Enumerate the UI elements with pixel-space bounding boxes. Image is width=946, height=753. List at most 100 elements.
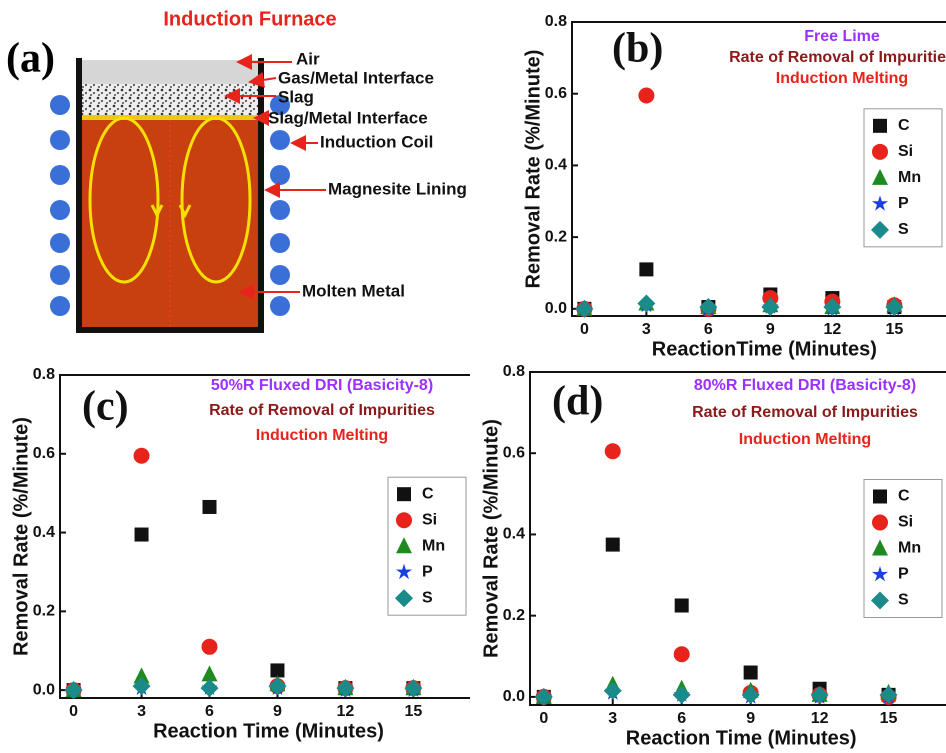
panel-label: (d): [552, 379, 603, 425]
y-tick-label: 0.6: [503, 444, 525, 461]
annotation: Induction Melting: [739, 431, 871, 448]
x-tick-label: 15: [404, 703, 422, 720]
legend-marker: [872, 144, 888, 160]
legend-marker: [397, 487, 411, 501]
x-tick-label: 6: [677, 710, 686, 727]
panel-label: (b): [612, 26, 663, 72]
legend-label: S: [898, 221, 909, 238]
legend-label: P: [898, 195, 909, 212]
marker-diamond: [201, 679, 219, 697]
y-tick-label: 0.0: [545, 300, 567, 317]
x-tick-label: 3: [608, 710, 617, 727]
air-zone: [80, 60, 260, 84]
marker-circle: [605, 443, 621, 459]
annotation: Induction Melting: [776, 70, 908, 87]
x-tick-label: 0: [69, 703, 78, 720]
x-tick-label: 3: [137, 703, 146, 720]
legend-label: Mn: [898, 169, 921, 186]
marker-circle: [638, 88, 654, 104]
diagram-title: Induction Furnace: [163, 8, 336, 30]
annotation: 50%R Fluxed DRI (Basicity-8): [211, 377, 433, 394]
x-tick-label: 12: [811, 710, 829, 727]
slag-zone: [80, 84, 260, 115]
marker-diamond: [133, 677, 151, 695]
x-tick-label: 9: [273, 703, 282, 720]
y-tick-label: 0.8: [33, 366, 55, 383]
x-tick-label: 12: [337, 703, 355, 720]
legend-label: S: [898, 592, 909, 609]
x-tick-label: 6: [205, 703, 214, 720]
annotation: Rate of Removal of Impurities: [729, 49, 946, 66]
marker-circle: [674, 646, 690, 662]
legend-marker: [873, 489, 887, 503]
diagram-label: Magnesite Lining: [328, 179, 467, 198]
marker-diamond: [268, 677, 286, 695]
y-tick-label: 0.8: [545, 13, 567, 30]
y-tick-label: 0.6: [33, 445, 55, 462]
x-tick-label: 0: [539, 710, 548, 727]
diagram-label: Air: [296, 49, 320, 68]
marker-diamond: [604, 682, 622, 700]
interface: [80, 115, 260, 120]
diagram-label: Gas/Metal Interface: [278, 68, 434, 87]
x-tick-label: 15: [885, 321, 903, 338]
y-tick-label: 0.4: [545, 157, 567, 174]
legend-marker: [396, 512, 412, 528]
legend-label: C: [422, 485, 434, 502]
diagram-label: Slag/Metal Interface: [268, 108, 428, 127]
figure: Induction Furnace (a) Air Gas/Metal Inte…: [0, 0, 946, 753]
x-tick-label: 3: [642, 321, 651, 338]
y-tick-label: 0.0: [33, 681, 55, 698]
y-tick-label: 0.4: [33, 524, 55, 541]
legend-label: S: [422, 589, 433, 606]
annotation: Rate of Removal of Impurities: [692, 404, 918, 421]
diagram-label: Molten Metal: [302, 281, 405, 300]
y-tick-label: 0.2: [503, 607, 525, 624]
x-tick-label: 15: [880, 710, 898, 727]
y-tick-label: 0.2: [545, 228, 567, 245]
marker-square: [606, 538, 620, 552]
legend-label: Si: [898, 514, 913, 531]
annotation: 80%R Fluxed DRI (Basicity-8): [694, 377, 916, 394]
furnace-diagram: Induction Furnace (a) Air Gas/Metal Inte…: [6, 8, 467, 330]
y-tick-label: 0.8: [503, 363, 525, 380]
marker-square: [203, 500, 217, 514]
x-axis-label: ReactionTime (Minutes): [652, 338, 877, 360]
panel-label: (c): [82, 384, 129, 430]
y-tick-label: 0.6: [545, 85, 567, 102]
x-tick-label: 6: [704, 321, 713, 338]
marker-square: [135, 528, 149, 542]
annotation: Free Lime: [804, 28, 880, 45]
y-tick-label: 0.2: [33, 603, 55, 620]
marker-square: [639, 262, 653, 276]
x-tick-label: 9: [766, 321, 775, 338]
legend-label: Si: [898, 143, 913, 160]
legend-marker: [873, 119, 887, 133]
legend-label: Si: [422, 511, 437, 528]
x-axis-label: Reaction Time (Minutes): [626, 727, 857, 749]
marker-circle: [202, 639, 218, 655]
marker-square: [675, 599, 689, 613]
legend-label: P: [422, 563, 433, 580]
x-tick-label: 12: [823, 321, 841, 338]
x-axis-label: Reaction Time (Minutes): [153, 720, 384, 742]
annotation: Induction Melting: [256, 427, 388, 444]
legend-label: C: [898, 117, 910, 134]
panel-label: (a): [6, 36, 55, 82]
x-tick-label: 9: [746, 710, 755, 727]
y-axis-label: Removal Rate (%/Minute): [522, 50, 544, 289]
y-axis-label: Removal Rate (%/Minute): [480, 419, 502, 658]
legend-label: C: [898, 488, 910, 505]
marker-square: [744, 666, 758, 680]
legend-marker: [872, 514, 888, 530]
marker-diamond: [673, 686, 691, 704]
annotation: Rate of Removal of Impurities: [209, 402, 435, 419]
marker-triangle: [202, 665, 218, 681]
marker-circle: [134, 448, 150, 464]
diagram-label: Induction Coil: [320, 132, 433, 151]
diagram-label: Slag: [278, 87, 314, 106]
legend-label: P: [898, 566, 909, 583]
y-axis-label: Removal Rate (%/Minute): [10, 417, 32, 656]
legend-label: Mn: [422, 537, 445, 554]
x-tick-label: 0: [580, 321, 589, 338]
